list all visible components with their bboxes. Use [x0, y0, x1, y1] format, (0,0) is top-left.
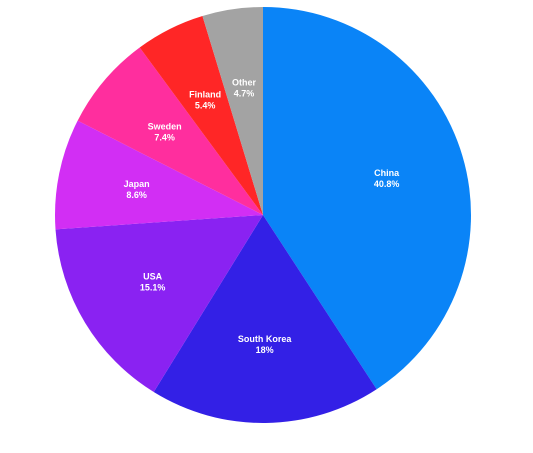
slice-label-japan: Japan [124, 179, 150, 189]
slice-value-finland: 5.4% [195, 101, 216, 111]
slice-label-other: Other [232, 77, 257, 87]
slice-label-china: China [374, 168, 400, 178]
slice-value-japan: 8.6% [126, 190, 147, 200]
pie-slice-china [263, 7, 472, 390]
slice-value-usa: 15.1% [140, 283, 166, 293]
slice-value-other: 4.7% [234, 88, 255, 98]
pie-slice-japan [54, 120, 263, 230]
pie-slice-other [202, 7, 263, 215]
slice-value-sweden: 7.4% [154, 133, 175, 143]
slice-value-china: 40.8% [374, 179, 400, 189]
slice-label-finland: Finland [189, 90, 221, 100]
pie-slices [54, 7, 472, 423]
pie-slice-south-korea [153, 215, 377, 423]
pie-slice-finland [139, 16, 263, 216]
slice-label-south-korea: South Korea [238, 334, 292, 344]
pie-slice-usa [55, 215, 263, 393]
slice-label-sweden: Sweden [148, 122, 182, 132]
slice-value-south-korea: 18% [256, 345, 274, 355]
slice-label-usa: USA [143, 272, 163, 282]
pie-slice-sweden [77, 47, 263, 216]
